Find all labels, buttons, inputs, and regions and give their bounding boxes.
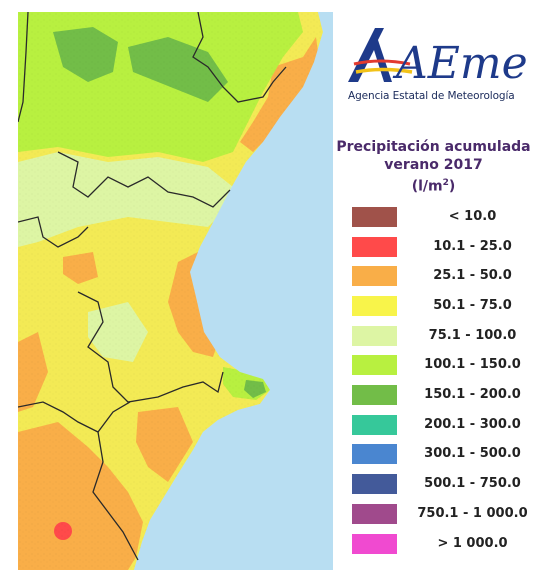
sea-overlay: [134, 12, 333, 570]
legend-title-unit: (l/m2): [411, 178, 456, 195]
legend-swatch: [352, 385, 397, 405]
legend-label: < 10.0: [448, 209, 497, 224]
legend-item: 500.1 - 750.0: [350, 474, 537, 494]
logo-yellow-stroke: [355, 67, 413, 74]
legend-title: Precipitación acumulada verano 2017 (l/m…: [330, 138, 537, 196]
legend-title-line2: verano 2017: [384, 157, 483, 173]
map-svg: [18, 12, 333, 570]
legend-swatch: [352, 237, 397, 257]
aemet-logo-mark: AEmet: [348, 28, 537, 89]
legend-item: 75.1 - 100.0: [350, 326, 537, 346]
legend-swatch: [352, 207, 397, 227]
legend-item: 200.1 - 300.0: [350, 415, 537, 435]
legend-swatch: [352, 326, 397, 346]
legend-item: 100.1 - 150.0: [350, 355, 537, 375]
legend-label: 150.1 - 200.0: [424, 387, 521, 402]
legend-label: 50.1 - 75.0: [433, 298, 512, 313]
legend-swatch: [352, 355, 397, 375]
legend-item: 750.1 - 1 000.0: [350, 504, 537, 524]
legend-label: 300.1 - 500.0: [424, 446, 521, 461]
legend-label: 75.1 - 100.0: [428, 328, 517, 343]
province-borders: [18, 12, 287, 561]
legend-label: 25.1 - 50.0: [433, 268, 512, 283]
legend-item: 10.1 - 25.0: [350, 237, 537, 257]
agency-name: Agencia Estatal de Meteorología: [348, 90, 515, 102]
legend-item: > 1 000.0: [350, 534, 537, 554]
legend-swatch: [352, 444, 397, 464]
precipitation-map: [18, 12, 333, 570]
legend-label: 100.1 - 150.0: [424, 357, 521, 372]
legend-title-line1: Precipitación acumulada: [336, 139, 531, 155]
legend-item: 25.1 - 50.0: [350, 266, 537, 286]
legend-swatch: [352, 504, 397, 524]
legend-label: 500.1 - 750.0: [424, 476, 521, 491]
logo-red-stroke: [353, 59, 411, 66]
logo-letter-a: [348, 28, 392, 82]
aemet-logo: AEmet: [340, 20, 537, 115]
legend-item: 50.1 - 75.0: [350, 296, 537, 316]
logo-wordmark: AEmet: [392, 38, 530, 89]
legend-swatch: [352, 296, 397, 316]
legend-label: 750.1 - 1 000.0: [417, 506, 528, 521]
legend-item: 300.1 - 500.0: [350, 444, 537, 464]
legend-label: > 1 000.0: [437, 536, 508, 551]
legend-label: 10.1 - 25.0: [433, 239, 512, 254]
legend-item: < 10.0: [350, 207, 537, 227]
legend-swatch: [352, 474, 397, 494]
legend-item: 150.1 - 200.0: [350, 385, 537, 405]
legend-swatch: [352, 266, 397, 286]
legend-label: 200.1 - 300.0: [424, 417, 521, 432]
legend-swatch: [352, 534, 397, 554]
legend-swatch: [352, 415, 397, 435]
